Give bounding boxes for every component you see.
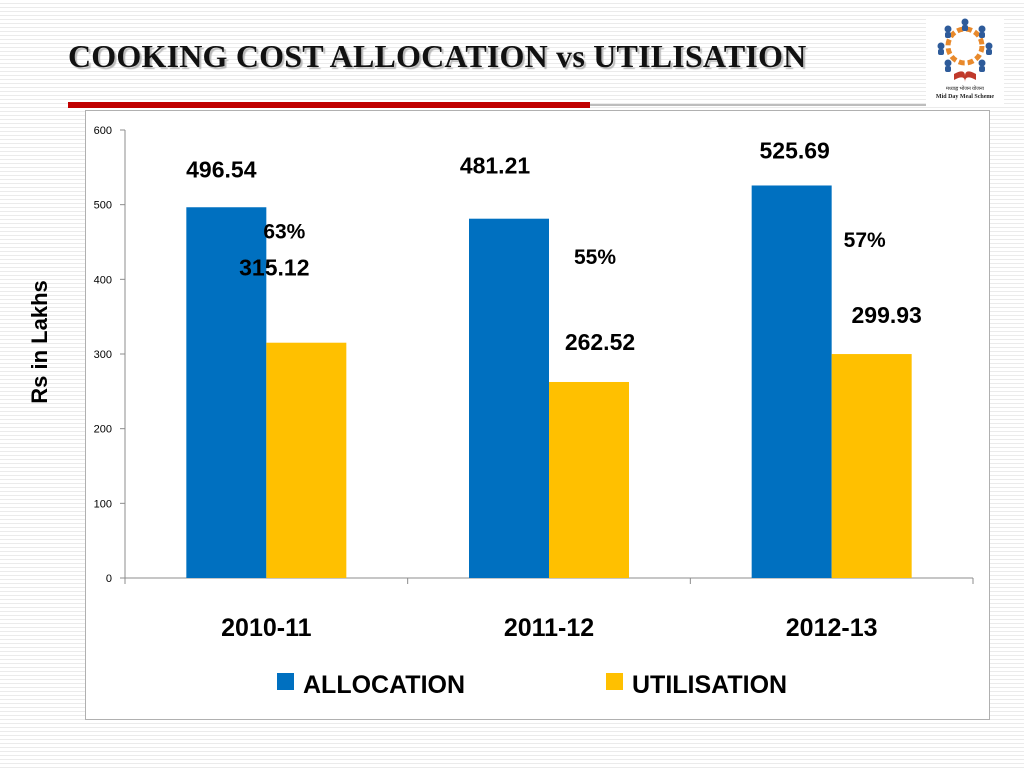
bars bbox=[186, 185, 912, 578]
y-tick-label: 100 bbox=[94, 498, 112, 510]
y-tick-label: 300 bbox=[94, 349, 112, 361]
logo-caption-english: Mid Day Meal Scheme bbox=[935, 94, 995, 100]
allocation-bar-2012-13 bbox=[751, 185, 832, 578]
legend-label-utilisation: UTILISATION bbox=[632, 671, 787, 699]
utilisation-percent-label: 55% bbox=[574, 246, 616, 269]
utilisation-value-label: 262.52 bbox=[565, 329, 635, 355]
axes: 0 100 200 300 400 500 600 2010-11 2011-12 2012-13 bbox=[94, 125, 974, 642]
y-tick-label: 500 bbox=[94, 200, 112, 212]
mid-day-meal-logo: मध्याह्न भोजन योजना Mid Day Meal Scheme bbox=[926, 16, 1004, 106]
y-tick-label: 200 bbox=[94, 424, 112, 436]
slide-title: COOKING COST ALLOCATION vs UTILISATION bbox=[68, 38, 807, 74]
allocation-value-label: 525.69 bbox=[759, 137, 829, 163]
x-category-label: 2012-13 bbox=[786, 614, 878, 642]
y-tick-label: 0 bbox=[106, 573, 112, 585]
title-underline-red bbox=[68, 102, 590, 108]
legend-swatch-allocation bbox=[277, 673, 294, 690]
utilisation-percent-label: 57% bbox=[844, 229, 886, 252]
utilisation-bar-2010-11 bbox=[266, 342, 347, 578]
logo-emblem-icon bbox=[937, 18, 993, 82]
y-tick-label: 600 bbox=[94, 125, 112, 137]
title-underline-gray bbox=[590, 104, 930, 106]
logo-caption-hindi: मध्याह्न भोजन योजना bbox=[946, 87, 984, 92]
allocation-value-label: 481.21 bbox=[460, 153, 531, 179]
legend-swatch-utilisation bbox=[606, 673, 623, 690]
legend: ALLOCATION UTILISATION bbox=[277, 671, 787, 699]
utilisation-bar-2011-12 bbox=[549, 381, 629, 578]
legend-label-allocation: ALLOCATION bbox=[303, 671, 465, 699]
bar-chart: 0 100 200 300 400 500 600 2010-11 2011-12 2012-13… bbox=[94, 125, 974, 699]
y-axis-title: Rs in Lakhs bbox=[27, 280, 52, 404]
chart-area: 0 100 200 300 400 500 600 2010-11 2011-12 2012-13… bbox=[85, 110, 990, 720]
utilisation-value-label: 315.12 bbox=[239, 255, 309, 281]
y-tick-label: 400 bbox=[94, 274, 112, 286]
x-category-label: 2010-11 bbox=[221, 614, 311, 642]
data-labels: 496.54 315.12 63% 481.21 262.52 55% 525.69 299.… bbox=[186, 137, 922, 355]
utilisation-value-label: 299.93 bbox=[851, 302, 921, 328]
allocation-value-label: 496.54 bbox=[186, 156, 257, 182]
x-category-label: 2011-12 bbox=[504, 614, 594, 642]
utilisation-bar-2012-13 bbox=[831, 354, 912, 578]
utilisation-percent-label: 63% bbox=[263, 221, 305, 244]
allocation-bar-2010-11 bbox=[186, 207, 267, 578]
allocation-bar-2011-12 bbox=[469, 218, 549, 578]
